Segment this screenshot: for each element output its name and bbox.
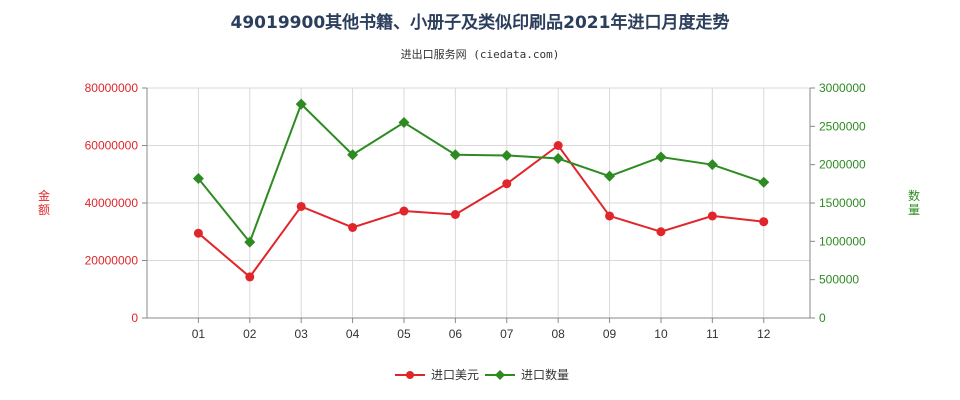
x-tick-label: 09 [603, 327, 617, 341]
right-tick-label: 1500000 [819, 196, 866, 210]
data-point[interactable] [605, 211, 615, 221]
data-point[interactable] [399, 206, 409, 216]
x-tick-label: 02 [243, 327, 257, 341]
x-tick-label: 11 [706, 327, 719, 341]
series-line [197, 144, 764, 279]
data-point[interactable] [192, 172, 204, 184]
legend-item-import-usd[interactable]: 进口美元 [395, 368, 479, 382]
legend-item-import-qty[interactable]: 进口数量 [485, 367, 569, 382]
data-point[interactable] [758, 176, 770, 188]
x-tick-label: 07 [500, 327, 514, 341]
legend-label-import-usd: 进口美元 [431, 368, 479, 382]
x-axis-ticks: 01 02 03 04 05 06 07 08 09 10 11 12 [192, 318, 771, 341]
data-point[interactable] [295, 98, 307, 110]
data-point[interactable] [502, 179, 512, 189]
series-layer [192, 98, 770, 282]
data-point[interactable] [398, 117, 410, 128]
left-tick-label: 40000000 [85, 196, 139, 210]
right-axis-ticks: 0 500000 1000000 1500000 2000000 2500000 30000… [810, 81, 866, 325]
x-tick-label: 05 [397, 327, 411, 341]
data-point[interactable] [244, 236, 256, 248]
data-point[interactable] [501, 149, 513, 161]
data-point[interactable] [449, 149, 461, 161]
left-axis-label: 金额 [38, 188, 50, 217]
data-point[interactable] [245, 272, 255, 282]
data-point[interactable] [656, 227, 666, 237]
series-line [197, 102, 765, 245]
data-point[interactable] [450, 210, 460, 219]
data-point[interactable] [759, 217, 769, 227]
right-tick-label: 500000 [819, 273, 859, 287]
right-tick-label: 1000000 [819, 234, 866, 248]
data-point[interactable] [707, 211, 717, 221]
left-tick-label: 20000000 [85, 254, 139, 268]
series-1 [192, 98, 770, 248]
x-tick-label: 10 [654, 327, 668, 341]
x-tick-label: 06 [449, 327, 463, 341]
data-point[interactable] [347, 149, 359, 161]
right-axis-label: 数量 [908, 188, 920, 217]
x-tick-label: 04 [346, 327, 360, 341]
x-tick-label: 08 [551, 327, 565, 341]
data-point[interactable] [706, 159, 718, 171]
data-point[interactable] [552, 153, 564, 165]
chart-title: 49019900其他书籍、小册子及类似印刷品2021年进口月度走势 [231, 12, 730, 33]
right-tick-label: 3000000 [819, 81, 866, 95]
series-0 [193, 141, 769, 282]
legend: 进口美元 进口数量 [395, 367, 569, 382]
data-point[interactable] [604, 170, 616, 182]
x-tick-label: 01 [192, 327, 206, 341]
data-point[interactable] [348, 222, 358, 232]
data-point[interactable] [553, 141, 563, 150]
data-point[interactable] [655, 151, 667, 163]
right-tick-label: 0 [819, 311, 826, 325]
data-point[interactable] [193, 228, 203, 238]
left-tick-label: 0 [131, 311, 138, 325]
legend-label-import-qty: 进口数量 [521, 367, 569, 382]
right-tick-label: 2500000 [819, 119, 866, 133]
x-tick-label: 12 [757, 327, 771, 341]
right-tick-label: 2000000 [819, 158, 866, 172]
grid-lines [147, 87, 810, 319]
x-tick-label: 03 [295, 327, 309, 341]
left-axis-ticks: 0 20000000 40000000 60000000 80000000 [85, 81, 147, 325]
chart-subtitle: 进出口服务网 (ciedata.com) [401, 47, 560, 61]
left-tick-label: 80000000 [85, 81, 139, 95]
left-tick-label: 60000000 [85, 139, 139, 153]
data-point[interactable] [296, 201, 306, 211]
